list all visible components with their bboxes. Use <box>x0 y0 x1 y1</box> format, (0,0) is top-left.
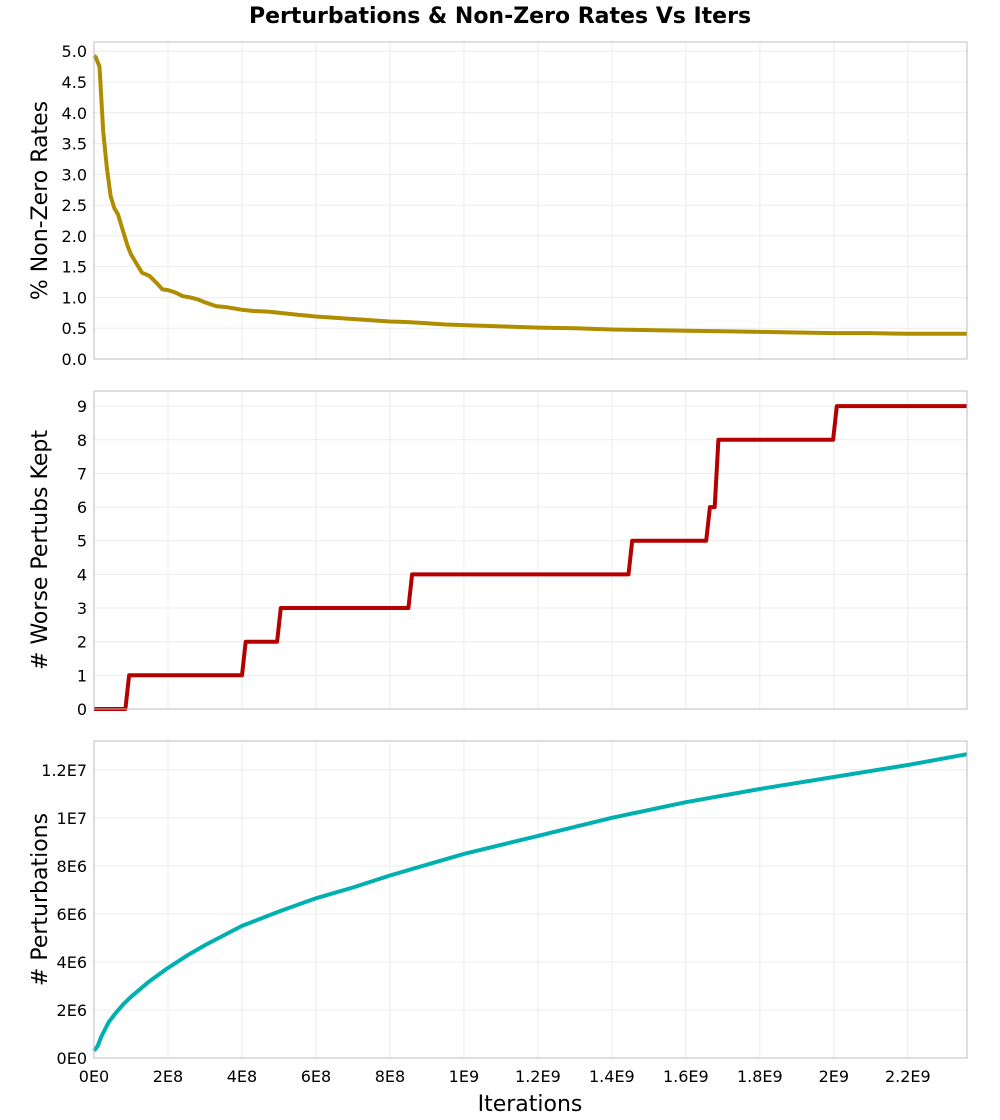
y-tick-label: 3 <box>77 599 87 618</box>
y-tick-label: 5.0 <box>62 42 87 61</box>
x-tick-label: 1.8E9 <box>737 1067 783 1086</box>
y-tick-label: 1 <box>77 666 87 685</box>
x-tick-label: 2E9 <box>819 1067 849 1086</box>
perturbations-panel: 0E0 2E6 4E6 6E6 8E6 1E7 1.2E7 # Perturbations <box>28 740 968 1068</box>
y-tick-label: 6 <box>77 498 87 517</box>
panels: 0.0 0.5 1.0 1.5 2.0 2.5 3.0 3.5 4.0 4.5 5.0 % Non-Z… <box>28 41 968 1068</box>
y-tick-label: 4 <box>77 565 87 584</box>
y-axis-label: % Non-Zero Rates <box>28 101 53 300</box>
y-tick-label: 2 <box>77 633 87 652</box>
y-tick-label: 3.0 <box>62 165 87 184</box>
y-tick-label: 5 <box>77 532 87 551</box>
x-tick-label: 1E9 <box>449 1067 479 1086</box>
y-tick-label: 4E6 <box>57 953 87 972</box>
worse-pertubs-panel: 0 1 2 3 4 5 6 7 8 9 # Worse Pertubs Kept <box>28 390 968 719</box>
x-tick-label: 0E0 <box>79 1067 109 1086</box>
worse-pertubs-line <box>94 404 967 711</box>
x-tick-label: 1.6E9 <box>663 1067 709 1086</box>
x-tick-label: 2.2E9 <box>885 1067 931 1086</box>
chart-title: Perturbations & Non-Zero Rates Vs Iters <box>249 4 751 29</box>
y-tick-label: 0E0 <box>57 1049 87 1068</box>
y-tick-label: 4.5 <box>62 73 87 92</box>
y-tick-label: 2.5 <box>62 196 87 215</box>
nonzero-rates-line <box>92 54 967 336</box>
perturbations-line <box>92 752 968 1053</box>
y-tick-label: 1.0 <box>62 288 87 307</box>
plot-border <box>93 41 968 360</box>
y-tick-label: 1.2E7 <box>41 761 87 780</box>
x-axis: 0E0 2E8 4E8 6E8 8E8 1E9 1.2E9 1.4E9 1.6E9 1.8E9 2E… <box>79 1067 931 1086</box>
y-tick-label: 2.0 <box>62 227 87 246</box>
y-tick-label: 1E7 <box>57 809 87 828</box>
y-tick-label: 1.5 <box>62 258 87 277</box>
plot-border <box>93 740 968 1059</box>
y-axis-label: # Worse Pertubs Kept <box>28 430 53 670</box>
y-tick-label: 9 <box>77 397 87 416</box>
plot-frame <box>93 740 968 1059</box>
y-tick-label: 4.0 <box>62 104 87 123</box>
x-tick-label: 4E8 <box>227 1067 257 1086</box>
x-axis-label: Iterations <box>478 1092 583 1117</box>
y-tick-label: 3.5 <box>62 135 87 154</box>
plot-frame <box>93 390 968 710</box>
x-tick-label: 8E8 <box>375 1067 405 1086</box>
y-tick-label: 0 <box>77 700 87 719</box>
x-tick-label: 6E8 <box>301 1067 331 1086</box>
y-tick-label: 0.5 <box>62 319 87 338</box>
x-tick-label: 1.4E9 <box>589 1067 635 1086</box>
y-tick-label: 8E6 <box>57 857 87 876</box>
plot-border <box>93 390 968 710</box>
y-tick-label: 6E6 <box>57 905 87 924</box>
x-tick-label: 2E8 <box>153 1067 183 1086</box>
y-tick-label: 0.0 <box>62 350 87 369</box>
x-tick-label: 1.2E9 <box>515 1067 561 1086</box>
nonzero-rates-panel: 0.0 0.5 1.0 1.5 2.0 2.5 3.0 3.5 4.0 4.5 5.0 % Non-Z… <box>28 41 968 369</box>
y-tick-label: 7 <box>77 464 87 483</box>
y-tick-label: 8 <box>77 431 87 450</box>
plot-frame <box>93 41 968 360</box>
y-axis-label: # Perturbations <box>28 813 53 986</box>
y-tick-label: 2E6 <box>57 1001 87 1020</box>
